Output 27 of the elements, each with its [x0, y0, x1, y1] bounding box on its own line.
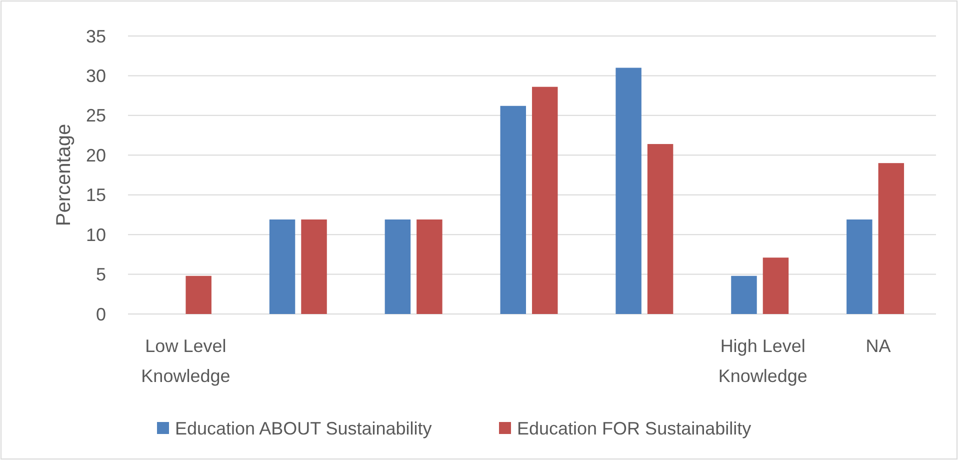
bar [301, 219, 327, 314]
y-tick-label: 35 [86, 26, 106, 46]
x-tick-label: Low Level Knowledge [141, 336, 230, 386]
y-axis-title: Percentage [53, 124, 75, 226]
y-tick-label: 0 [96, 304, 106, 324]
bar [647, 144, 674, 314]
y-tick-label: 25 [86, 106, 106, 126]
x-tick-label: High Level Knowledge [718, 336, 808, 386]
bar [846, 219, 872, 314]
x-tick-label: NA [866, 336, 891, 356]
y-tick-label: 10 [86, 224, 106, 245]
bar [416, 219, 442, 314]
bar [384, 219, 411, 314]
bar [762, 258, 789, 314]
y-tick-label: 15 [86, 185, 106, 206]
bar [500, 106, 526, 314]
y-tick-label: 5 [96, 264, 106, 285]
legend-label: Education ABOUT Sustainability [175, 418, 432, 438]
bar [878, 163, 904, 314]
bar [269, 219, 296, 314]
bar [616, 68, 642, 314]
legend-label: Education FOR Sustainability [517, 418, 752, 438]
bar [731, 276, 757, 314]
y-tick-label: 30 [86, 66, 106, 86]
bar [532, 86, 558, 314]
y-tick-label: 20 [86, 145, 106, 166]
bar [186, 276, 212, 314]
